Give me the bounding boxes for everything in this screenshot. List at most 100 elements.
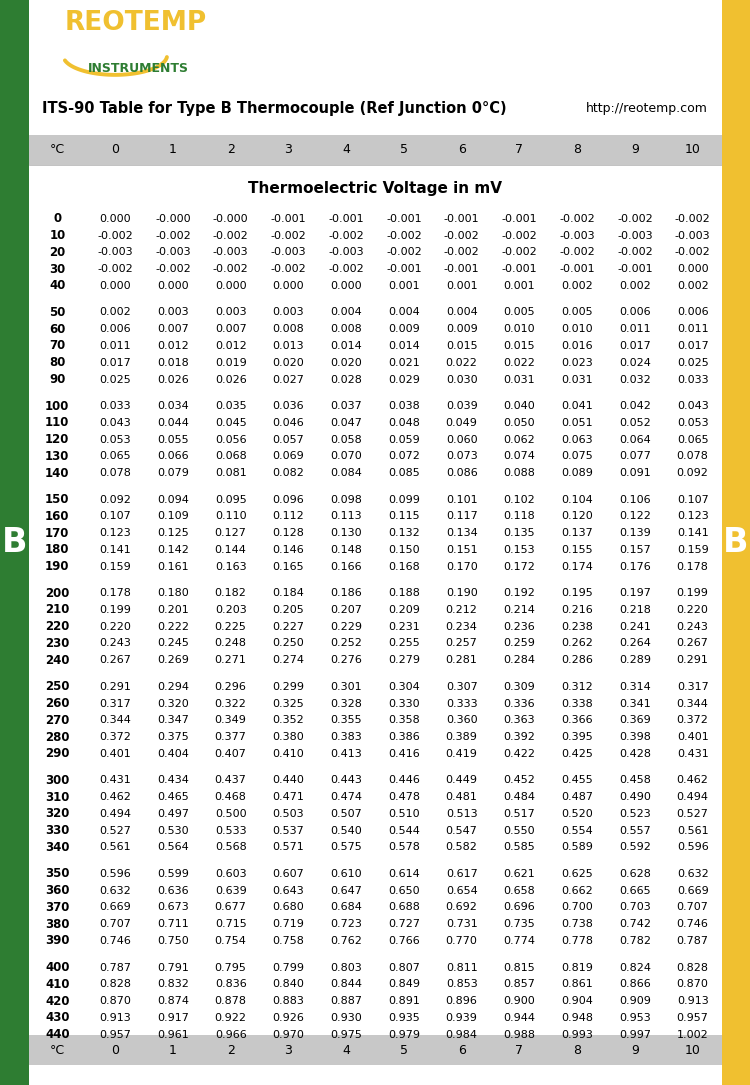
Text: 300: 300	[45, 774, 70, 787]
Text: 0.413: 0.413	[330, 749, 362, 758]
Text: 0.123: 0.123	[99, 528, 131, 538]
Text: 150: 150	[45, 493, 70, 506]
Text: 0.176: 0.176	[619, 562, 651, 572]
Text: 0.366: 0.366	[561, 715, 593, 725]
Text: 0.050: 0.050	[503, 418, 536, 427]
Text: 0.291: 0.291	[99, 681, 131, 692]
Text: 0.614: 0.614	[388, 869, 420, 879]
Text: -0.001: -0.001	[386, 214, 422, 224]
Text: 0.216: 0.216	[561, 605, 593, 615]
Text: 40: 40	[50, 280, 65, 293]
Text: 0.186: 0.186	[330, 588, 362, 598]
Text: 0.006: 0.006	[676, 307, 709, 318]
Text: 220: 220	[45, 621, 70, 634]
Text: 0.317: 0.317	[676, 681, 709, 692]
Text: 130: 130	[45, 450, 70, 463]
Text: 0.398: 0.398	[619, 732, 651, 742]
Text: 0.236: 0.236	[503, 622, 536, 631]
Text: 0.774: 0.774	[503, 936, 536, 946]
Text: 0.735: 0.735	[503, 919, 536, 929]
Text: 0.267: 0.267	[99, 655, 131, 665]
Text: 70: 70	[50, 340, 65, 353]
Text: 0.184: 0.184	[272, 588, 304, 598]
Text: 0.107: 0.107	[676, 495, 709, 505]
Text: 0.006: 0.006	[99, 324, 131, 334]
Text: 0.069: 0.069	[272, 451, 304, 461]
Text: 0.190: 0.190	[446, 588, 478, 598]
Text: 0.000: 0.000	[330, 281, 362, 291]
Text: 0.462: 0.462	[99, 792, 131, 802]
Text: 0.922: 0.922	[214, 1012, 247, 1023]
Text: 0.700: 0.700	[561, 903, 593, 912]
Text: 0.437: 0.437	[214, 776, 247, 786]
Text: 0.102: 0.102	[503, 495, 536, 505]
Text: 0.062: 0.062	[503, 435, 536, 445]
Text: 0.245: 0.245	[157, 638, 189, 649]
Text: 0.673: 0.673	[157, 903, 189, 912]
Text: 0.935: 0.935	[388, 1012, 420, 1023]
Text: 0.047: 0.047	[330, 418, 362, 427]
Text: 0.468: 0.468	[214, 792, 247, 802]
Text: 0.517: 0.517	[503, 809, 536, 819]
Text: 0.026: 0.026	[157, 374, 189, 384]
Text: 0.019: 0.019	[214, 358, 247, 368]
Text: 4: 4	[342, 143, 350, 156]
Text: 0.025: 0.025	[676, 358, 709, 368]
Text: 0.669: 0.669	[99, 903, 131, 912]
Text: 0.939: 0.939	[446, 1012, 478, 1023]
Text: ITS-90 Table for Type B Thermocouple (Ref Junction 0°C): ITS-90 Table for Type B Thermocouple (Re…	[42, 101, 507, 116]
Text: 0.431: 0.431	[676, 749, 709, 758]
Text: 0.795: 0.795	[214, 962, 247, 972]
Text: 0.001: 0.001	[446, 281, 478, 291]
Text: 0.961: 0.961	[157, 1030, 189, 1039]
Text: 0.561: 0.561	[99, 842, 131, 853]
Text: 0.066: 0.066	[157, 451, 189, 461]
Text: 0.458: 0.458	[619, 776, 651, 786]
Text: 0.787: 0.787	[99, 962, 131, 972]
Text: 0.896: 0.896	[446, 996, 478, 1006]
Text: 400: 400	[45, 961, 70, 974]
Text: 0.625: 0.625	[561, 869, 593, 879]
Text: 0.010: 0.010	[503, 324, 536, 334]
Text: 2: 2	[226, 1044, 235, 1057]
Text: 0.352: 0.352	[272, 715, 304, 725]
Text: Thermoelectric Voltage in mV: Thermoelectric Voltage in mV	[248, 181, 502, 196]
Text: 0: 0	[53, 213, 62, 226]
Text: 0.425: 0.425	[561, 749, 593, 758]
Text: 230: 230	[45, 637, 70, 650]
Text: 0.849: 0.849	[388, 980, 420, 990]
Text: 0.336: 0.336	[503, 699, 536, 709]
Text: 0.799: 0.799	[272, 962, 304, 972]
Text: 0.369: 0.369	[619, 715, 651, 725]
Text: 0.392: 0.392	[503, 732, 536, 742]
Text: 0.487: 0.487	[561, 792, 593, 802]
Text: 0.014: 0.014	[388, 341, 420, 350]
Text: 0.610: 0.610	[330, 869, 362, 879]
Text: 0.607: 0.607	[272, 869, 304, 879]
Text: 4: 4	[342, 1044, 350, 1057]
Text: 0.144: 0.144	[214, 545, 247, 554]
Text: 0.137: 0.137	[561, 528, 593, 538]
Text: 240: 240	[45, 654, 70, 667]
Text: 0.807: 0.807	[388, 962, 420, 972]
Text: 0.023: 0.023	[561, 358, 593, 368]
Text: 0.252: 0.252	[330, 638, 362, 649]
Text: 0.494: 0.494	[99, 809, 131, 819]
Text: 0.086: 0.086	[446, 468, 478, 478]
Text: 0.474: 0.474	[330, 792, 362, 802]
Text: 30: 30	[50, 263, 65, 276]
Text: 0.883: 0.883	[272, 996, 304, 1006]
Text: 0.078: 0.078	[99, 468, 131, 478]
Text: 0.677: 0.677	[214, 903, 247, 912]
Text: 0.125: 0.125	[157, 528, 189, 538]
Text: 0.065: 0.065	[676, 435, 709, 445]
Text: 140: 140	[45, 467, 70, 480]
Text: 0.787: 0.787	[676, 936, 709, 946]
Text: 0.836: 0.836	[214, 980, 247, 990]
Text: 0.568: 0.568	[214, 842, 247, 853]
Text: 0.582: 0.582	[446, 842, 478, 853]
Text: 0.803: 0.803	[330, 962, 362, 972]
Text: 3: 3	[284, 1044, 292, 1057]
Text: 160: 160	[45, 510, 70, 523]
Text: 0.091: 0.091	[619, 468, 651, 478]
